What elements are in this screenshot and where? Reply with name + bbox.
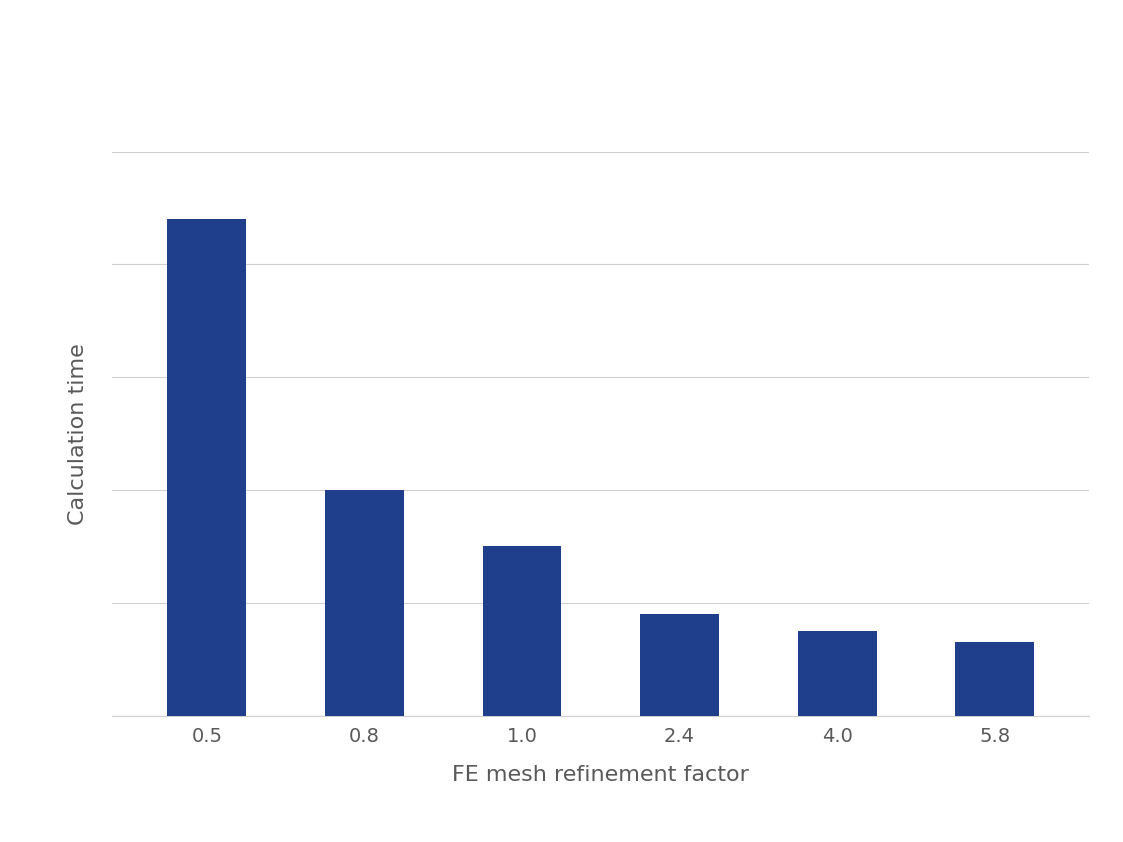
Bar [325, 490, 404, 716]
Y-axis label: Calculation time: Calculation time [69, 343, 88, 525]
Bar [956, 642, 1034, 716]
Bar [167, 219, 246, 716]
Bar [640, 614, 719, 716]
X-axis label: FE mesh refinement factor: FE mesh refinement factor [453, 765, 749, 786]
Bar [483, 546, 562, 716]
Bar [797, 632, 877, 716]
